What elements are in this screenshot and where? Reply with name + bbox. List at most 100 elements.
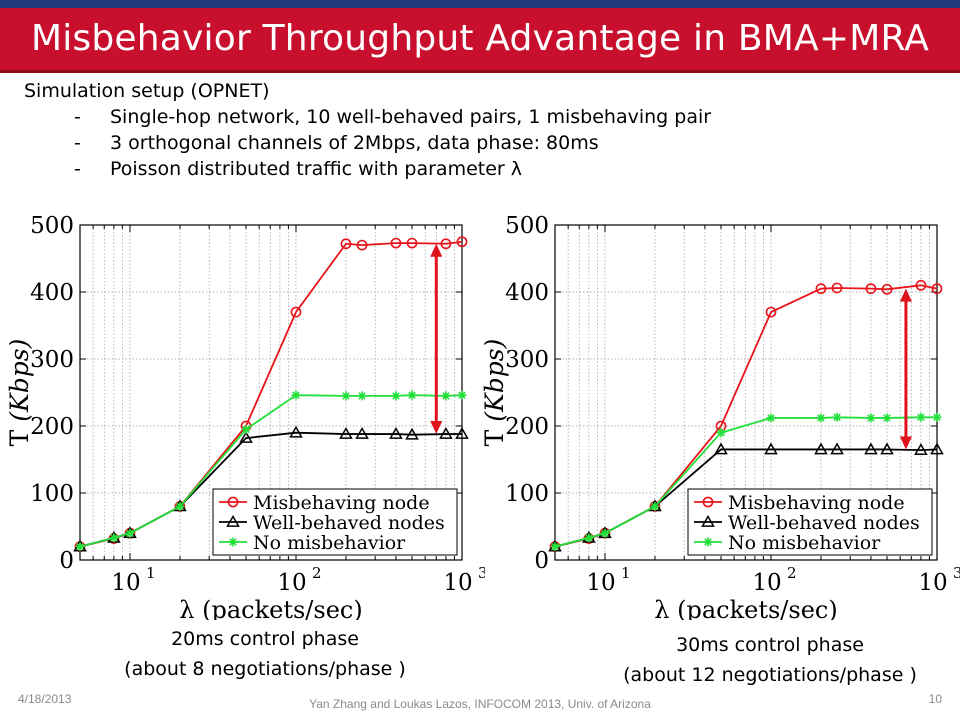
y-tick-label: 0 (534, 548, 549, 574)
data-point (455, 427, 469, 439)
top-band (0, 0, 960, 8)
y-axis-label-prefix: T (5, 422, 34, 447)
throughput-chart-20ms: 0 100 200 300 400 500 10 1 10 2 10 3 λ (packets/sec)… (5, 213, 485, 620)
title-bar: Misbehavior Throughput Advantage in BMA+… (0, 8, 960, 73)
y-axis-label: T (Kbps) (5, 339, 34, 447)
legend-label: Well-behaved nodes (728, 512, 920, 534)
data-point (600, 528, 610, 538)
arrow-head-up (430, 243, 443, 257)
data-point (439, 427, 453, 439)
legend-label: No misbehavior (728, 532, 881, 554)
legend-entry: Misbehaving node (694, 492, 905, 514)
data-point (291, 390, 301, 400)
axes-frame (554, 224, 938, 561)
legend-marker (228, 537, 238, 547)
data-point (865, 283, 877, 295)
caption-line: (about 8 negotiations/phase ) (124, 658, 406, 680)
data-point (239, 431, 253, 443)
x-tick-label: 10 (752, 570, 781, 596)
data-point (916, 412, 926, 422)
series-no-misbehavior (550, 412, 942, 552)
data-point (764, 442, 778, 455)
x-tick-exponent: 1 (621, 564, 631, 582)
setup-bullet: - Single-hop network, 10 well-behaved pai… (74, 106, 711, 128)
data-point (816, 413, 826, 423)
data-point (405, 427, 419, 440)
arrow-head-down (899, 436, 912, 450)
data-point (241, 424, 251, 434)
legend-label: No misbehavior (253, 532, 406, 554)
y-tick-label: 0 (59, 548, 74, 574)
data-point (880, 442, 894, 455)
legend-entry: No misbehavior (694, 532, 881, 554)
x-tick-label: 10 (586, 570, 615, 596)
page-number: 10 (928, 692, 942, 706)
data-point (650, 501, 660, 511)
data-point (832, 412, 842, 422)
data-point (831, 282, 843, 294)
caption-line: (about 12 negotiations/phase ) (623, 664, 917, 686)
data-point (815, 283, 827, 295)
data-point (456, 236, 468, 248)
x-tick-label: 10 (918, 570, 947, 596)
y-tick-label: 500 (505, 213, 549, 239)
y-tick-label: 200 (505, 414, 549, 440)
bullet-text: Poisson distributed traffic with paramet… (110, 158, 523, 180)
data-point (339, 427, 353, 439)
caption-line: 20ms control phase (171, 628, 359, 650)
bullet-text: Single-hop network, 10 well-behaved pair… (110, 106, 712, 128)
throughput-chart-30ms: 0 100 200 300 400 500 10 1 10 2 10 3 λ (packets/sec)… (480, 213, 960, 620)
caption-20ms: 20ms control phase (about 8 negotiations… (110, 624, 420, 684)
y-tick-label: 400 (505, 280, 549, 306)
data-point (765, 306, 777, 318)
data-point (766, 413, 776, 423)
data-point (914, 443, 928, 455)
data-point (340, 238, 352, 250)
legend-marker (227, 496, 239, 508)
data-point (931, 283, 943, 295)
data-point (389, 427, 403, 439)
y-tick-label: 400 (30, 280, 74, 306)
bullet-marker: - (74, 132, 81, 154)
data-point (584, 533, 594, 543)
data-point (290, 306, 302, 318)
data-point (441, 391, 451, 401)
x-tick-exponent: 3 (953, 564, 960, 582)
arrow-head-down (430, 421, 443, 435)
setup-heading: Simulation setup (OPNET) (24, 80, 270, 102)
y-tick-label: 200 (30, 414, 74, 440)
legend-entry: Misbehaving node (219, 492, 430, 514)
legend-entry: No misbehavior (219, 532, 406, 554)
series-no-misbehavior (75, 390, 467, 552)
y-tick-label: 300 (30, 347, 74, 373)
data-point (932, 412, 942, 422)
data-point (881, 283, 893, 295)
setup-bullet: - Poisson distributed traffic with parame… (74, 158, 711, 180)
data-point (440, 238, 452, 250)
y-axis-label-unit: (Kbps) (480, 339, 509, 422)
data-point (390, 237, 402, 249)
y-tick-label: 100 (505, 481, 549, 507)
slide-title: Misbehavior Throughput Advantage in BMA+… (30, 18, 930, 59)
data-point (125, 528, 135, 538)
data-point (289, 425, 303, 438)
x-tick-label: 10 (111, 570, 140, 596)
data-point (341, 391, 351, 401)
arrow-head-up (899, 288, 912, 302)
legend-label: Well-behaved nodes (253, 512, 445, 534)
data-point (356, 239, 368, 251)
data-point (882, 413, 892, 423)
bullet-marker: - (74, 158, 81, 180)
setup-bullet-list: - Single-hop network, 10 well-behaved pai… (24, 106, 711, 180)
legend-label: Misbehaving node (728, 492, 905, 514)
data-point (866, 413, 876, 423)
x-tick-label: 10 (277, 570, 306, 596)
data-point (830, 442, 844, 455)
data-point (714, 442, 728, 455)
legend-marker (703, 537, 713, 547)
footer-date: 4/18/2013 (18, 692, 72, 706)
x-tick-exponent: 2 (787, 564, 797, 582)
legend-entry: Well-behaved nodes (694, 512, 920, 534)
x-tick-label: 10 (443, 570, 472, 596)
